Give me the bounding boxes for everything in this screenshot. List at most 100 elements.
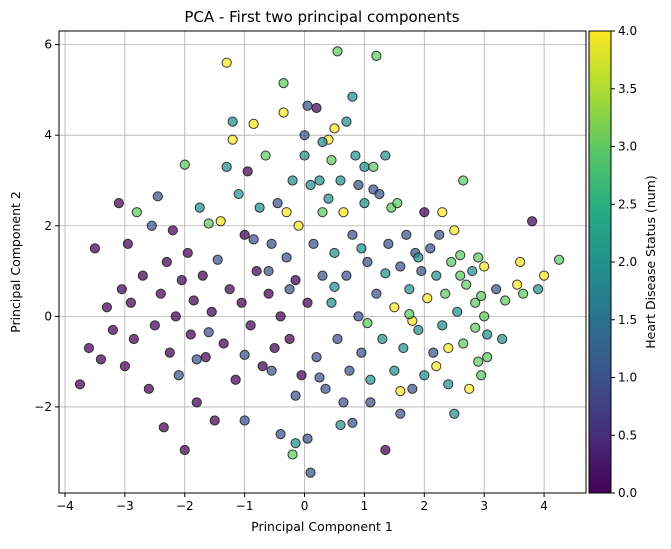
scatter-point <box>371 50 382 62</box>
scatter-point <box>287 449 298 460</box>
scatter-point <box>305 467 316 478</box>
scatter-point <box>377 333 388 345</box>
y-axis-label: Principal Component 2 <box>8 191 23 333</box>
x-tick-label: 2 <box>420 499 428 513</box>
scatter-point <box>497 333 508 345</box>
plot-frame <box>58 30 587 494</box>
scatter-point <box>413 252 424 263</box>
scatter-point <box>116 284 127 295</box>
scatter-point <box>362 318 373 329</box>
scatter-point <box>449 225 460 236</box>
scatter-point <box>287 175 298 186</box>
scatter-point <box>443 379 454 390</box>
y-axis-ticks: −2 0 2 4 6 <box>34 38 59 414</box>
scatter-point <box>341 270 352 281</box>
scatter-point <box>248 234 259 245</box>
scatter-point <box>455 270 466 281</box>
colorbar <box>588 30 612 494</box>
scatter-point <box>329 123 340 134</box>
scatter-point <box>356 347 367 358</box>
scatter-point <box>518 288 529 299</box>
scatter-point <box>182 247 193 259</box>
scatter-point <box>149 320 160 331</box>
scatter-point <box>368 161 379 172</box>
scatter-point <box>302 297 313 308</box>
scatter-point <box>227 134 238 145</box>
scatter-point <box>242 166 253 177</box>
scatter-point <box>380 268 391 279</box>
scatter-point <box>299 150 310 161</box>
scatter-point <box>443 342 454 354</box>
scatter-point <box>317 270 328 281</box>
scatter-point <box>335 419 346 431</box>
scatter-point <box>515 256 526 268</box>
scatter-point <box>380 444 391 456</box>
scatter-point <box>467 265 478 277</box>
scatter-point <box>194 202 205 213</box>
scatter-point <box>407 383 418 394</box>
scatter-point <box>464 383 475 394</box>
y-tick-label: 4 <box>44 128 52 142</box>
scatter-point <box>173 370 184 381</box>
colorbar-tick-label: 1.5 <box>618 313 637 327</box>
scatter-point <box>347 417 358 428</box>
x-tick-label: 0 <box>301 499 309 513</box>
scatter-point <box>392 198 403 209</box>
scatter-point <box>299 130 310 141</box>
scatter-point <box>326 297 337 308</box>
scatter-point <box>290 390 301 401</box>
scatter-point <box>143 383 154 394</box>
scatter-point <box>398 342 409 354</box>
y-tick-label: 6 <box>44 38 52 52</box>
scatter-point <box>437 320 448 331</box>
scatter-point <box>365 374 376 385</box>
scatter-point <box>353 179 364 191</box>
scatter-point <box>278 107 289 118</box>
scatter-point <box>395 261 406 272</box>
scatter-point <box>212 254 223 265</box>
scatter-point <box>449 408 460 419</box>
scatter-point <box>344 365 355 376</box>
scatter-point <box>461 279 472 290</box>
x-tick-label: −4 <box>56 499 74 513</box>
scatter-point <box>254 202 265 213</box>
scatter-point <box>260 150 271 161</box>
scatter-point <box>161 256 172 268</box>
scatter-point <box>538 270 550 281</box>
scatter-point <box>359 198 370 209</box>
scatter-point <box>476 370 487 381</box>
scatter-point <box>395 385 406 397</box>
colorbar-tick-label: 4.0 <box>618 24 637 38</box>
scatter-point <box>371 288 382 299</box>
scatter-point <box>479 311 490 322</box>
scatter-point <box>278 77 289 89</box>
colorbar-label: Heart Disease Status (num) <box>643 175 658 348</box>
scatter-point <box>458 338 469 349</box>
scatter-point <box>416 265 427 277</box>
x-axis-label: Principal Component 1 <box>251 519 393 534</box>
scatter-point <box>263 265 274 277</box>
scatter-point <box>215 216 226 227</box>
scatter-point <box>227 116 238 127</box>
x-tick-label: 4 <box>540 499 548 513</box>
scatter-point <box>155 288 166 299</box>
scatter-point <box>329 247 340 259</box>
scatter-point <box>209 415 220 426</box>
colorbar-tick-label: 2.0 <box>618 255 637 269</box>
scatter-points <box>74 46 565 478</box>
scatter-point <box>224 284 235 295</box>
scatter-point <box>179 444 190 456</box>
scatter-point <box>272 198 283 209</box>
x-tick-label: −3 <box>116 499 134 513</box>
scatter-point <box>347 229 358 240</box>
grid-lines <box>59 31 586 493</box>
scatter-point <box>452 306 463 317</box>
x-tick-label: −2 <box>176 499 194 513</box>
scatter-point <box>311 102 322 114</box>
scatter-point <box>512 279 523 290</box>
scatter-point <box>326 154 337 166</box>
scatter-point <box>359 161 370 172</box>
scatter-point <box>350 150 361 161</box>
scatter-point <box>320 383 331 394</box>
scatter-point <box>302 433 313 444</box>
